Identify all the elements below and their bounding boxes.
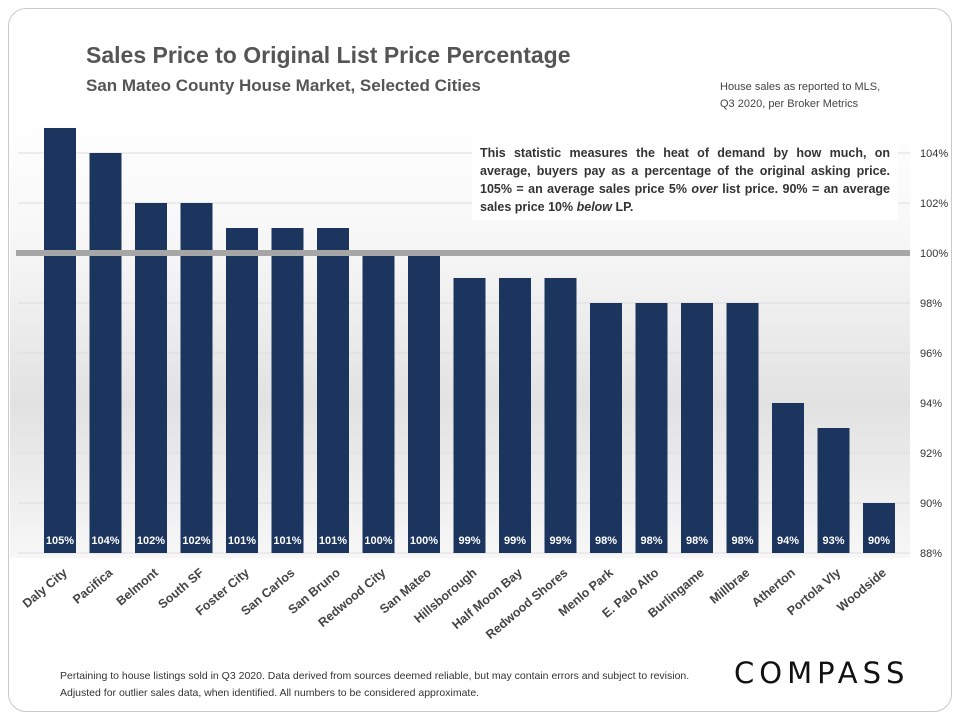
y-tick-label: 100% [920,248,948,260]
bar-value-label: 99% [504,535,526,547]
bar [44,128,76,553]
bar-value-label: 105% [46,535,74,547]
x-category-label: Woodside [834,566,889,615]
annotation-emphasis-over: over [691,182,718,196]
source-line-1: House sales as reported to MLS, [720,81,881,93]
bar-value-label: 102% [182,535,210,547]
annotation-text-2: list price. 90% = an average sales price… [480,182,890,214]
y-tick-label: 104% [920,148,948,160]
bar [863,503,895,553]
bar [590,303,622,553]
bar-value-label: 94% [777,535,799,547]
annotation-text-3: LP. [612,200,634,214]
bar [180,203,213,553]
bar-value-label: 98% [686,535,708,547]
bar [772,403,804,553]
bar [89,153,122,553]
chart-title: Sales Price to Original List Price Perce… [86,42,571,68]
footer-disclaimer: Pertaining to house listings sold in Q3 … [60,670,690,699]
bar-value-label: 101% [273,535,301,547]
y-tick-label: 102% [920,198,948,210]
bar [408,253,440,553]
bar [726,303,759,553]
x-category-label: Daly City [20,566,70,611]
bar-value-label: 90% [868,535,890,547]
x-category-label: Millbrae [707,566,752,607]
bar [635,303,668,553]
bar [453,278,486,553]
bar [544,278,577,553]
bar-value-label: 104% [91,535,119,547]
bar-value-label: 99% [549,535,571,547]
bar [681,303,713,553]
bar [135,203,167,553]
y-tick-label: 90% [920,498,942,510]
compass-logo: COMPASS [734,656,910,690]
bar [271,228,304,553]
annotation-text-1: This statistic measures the heat of dema… [480,146,890,196]
bar-value-label: 100% [364,535,392,547]
source-note: House sales as reported to MLS, Q3 2020,… [720,79,880,113]
bar [226,228,258,553]
bar [362,253,395,553]
y-tick-label: 98% [920,298,942,310]
annotation-emphasis-below: below [576,200,613,214]
bar-value-label: 102% [137,535,165,547]
bar-value-label: 98% [731,535,753,547]
y-tick-label: 94% [920,398,942,410]
bar-value-label: 98% [595,535,617,547]
bar-value-label: 98% [640,535,662,547]
x-category-label: Pacifica [70,565,116,607]
bar-value-label: 93% [822,535,844,547]
bar-value-label: 101% [228,535,256,547]
source-line-2: Q3 2020, per Broker Metrics [720,98,859,110]
bar-value-label: 99% [458,535,480,547]
y-tick-label: 88% [920,548,942,560]
y-tick-label: 96% [920,348,942,360]
annotation-box: This statistic measures the heat of dema… [472,140,898,220]
x-category-label: Redwood Shores [483,566,570,642]
chart-subtitle: San Mateo County House Market, Selected … [86,76,481,95]
bar [499,278,531,553]
bar-value-label: 100% [410,535,438,547]
y-tick-label: 92% [920,448,942,460]
bar [817,428,850,553]
bar-value-label: 101% [319,535,347,547]
bar [317,228,349,553]
x-category-label: Belmont [114,565,162,608]
